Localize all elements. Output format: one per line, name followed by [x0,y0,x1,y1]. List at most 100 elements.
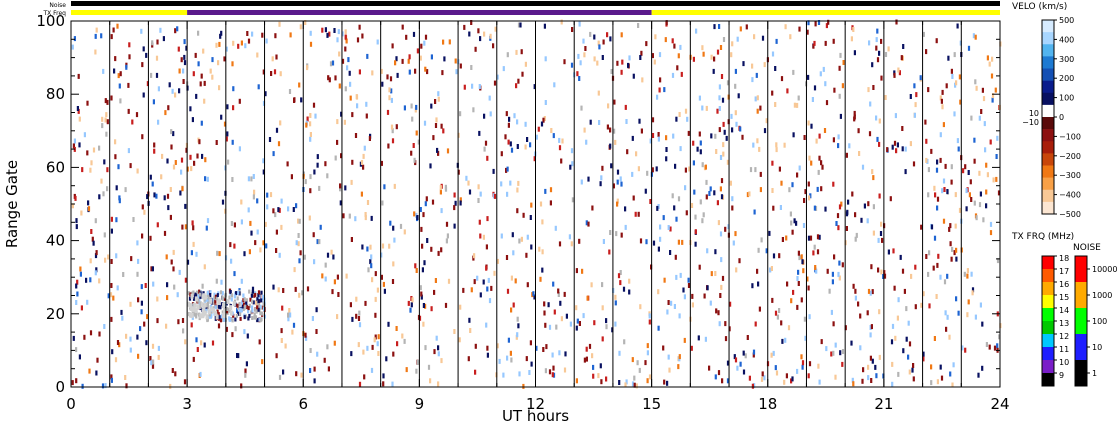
data-cell [541,267,544,273]
data-cell [722,121,725,127]
data-cell [203,80,206,86]
data-cell [423,120,427,126]
data-cell [79,271,82,277]
data-cell [620,181,623,187]
data-cell [772,350,775,356]
data-cell [739,361,742,367]
data-cell [872,230,875,236]
data-cell [485,265,488,271]
velocity-colorbar-swatch [1042,68,1054,81]
data-cell [914,102,917,108]
data-cell [493,270,496,276]
data-cell [726,159,729,165]
data-cell [935,294,938,299]
noise-colorbar-title: NOISE [1073,243,1101,253]
echo-band-cell [196,290,199,295]
data-cell [953,111,956,117]
data-cell [306,286,310,292]
data-cell [582,313,585,319]
data-cell [520,49,523,55]
data-cell [172,164,176,170]
data-cell [500,151,503,157]
data-cell [168,82,171,88]
data-cell [592,373,595,379]
data-cell [528,370,531,375]
data-cell [887,249,890,255]
data-cell [637,211,640,217]
data-cell [125,383,128,389]
data-cell [893,72,896,78]
data-cell [671,38,674,44]
data-cell [597,373,600,379]
data-cell [718,24,721,29]
data-cell [110,283,113,288]
data-cell [181,318,185,323]
echo-band-cell [217,299,221,305]
data-cell [804,189,807,195]
data-cell [150,72,153,78]
data-cell [948,334,951,340]
data-cell [518,238,521,244]
data-cell [479,36,482,42]
data-cell [580,105,583,111]
data-cell [346,65,349,71]
data-cell [389,220,392,226]
data-cell [174,160,177,165]
data-cell [790,298,793,304]
data-cell [524,144,527,150]
data-cell [920,302,923,308]
data-cell [467,180,470,186]
echo-band-cell [194,296,198,302]
data-cell [830,309,833,315]
data-cell [436,147,439,153]
data-cell [771,297,774,303]
data-cell [597,90,600,96]
data-cell [153,192,156,198]
data-cell [756,268,759,274]
data-cell [961,345,964,351]
data-cell [206,176,209,182]
echo-band-cell [236,296,239,301]
data-cell [663,277,666,283]
velocity-colorbar-swatch [1042,153,1054,166]
data-cell [277,207,280,213]
data-cell [809,193,812,199]
data-cell [412,143,415,148]
data-cell [585,220,588,226]
data-cell [401,24,404,30]
echo-band-cell [218,304,221,309]
data-cell [391,138,395,144]
data-cell [632,73,635,79]
data-cell [995,176,998,182]
data-cell [240,219,243,225]
data-cell [403,338,406,344]
data-cell [890,339,894,345]
data-cell [867,364,870,370]
data-cell [563,59,566,65]
data-cell [944,310,947,316]
echo-band-cell [221,291,224,296]
data-cell [877,267,880,273]
data-cell [110,228,113,234]
data-cell [174,371,177,377]
data-cell [488,298,492,304]
data-cell [736,36,739,42]
data-cell [663,379,666,385]
data-cell [92,240,95,246]
data-cell [287,206,290,212]
data-cell [614,300,617,306]
data-cell [424,66,427,72]
data-cell [348,213,351,219]
data-cell [237,353,240,359]
data-cell [781,237,784,242]
echo-band-cell [211,300,214,305]
data-cell [440,358,443,364]
data-cell [911,367,914,373]
data-cell [869,332,872,338]
data-cell [615,231,618,237]
echo-band-cell [232,313,235,318]
data-cell [393,183,396,189]
data-cell [563,291,566,297]
data-cell [327,366,330,372]
noise-colorbar-frame [1074,255,1088,387]
